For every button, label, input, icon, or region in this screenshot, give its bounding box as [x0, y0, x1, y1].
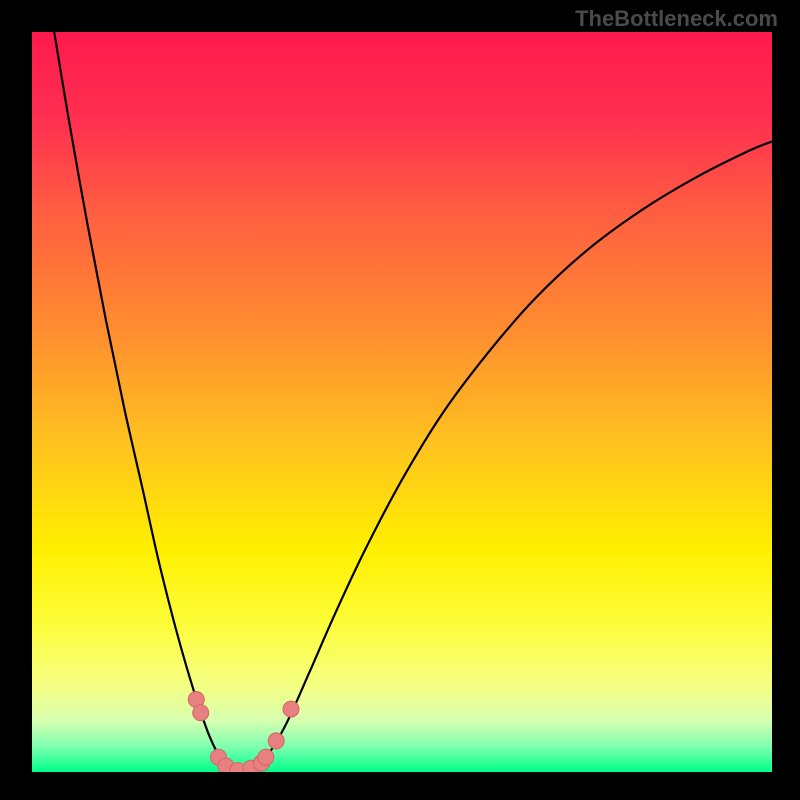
curve-layer — [32, 32, 772, 772]
watermark-text: TheBottleneck.com — [575, 6, 778, 32]
data-marker — [283, 701, 299, 717]
curve-right-branch — [239, 142, 772, 772]
data-marker — [193, 705, 209, 721]
curve-left-branch — [54, 32, 239, 772]
data-marker — [258, 749, 274, 765]
chart-container: TheBottleneck.com — [0, 0, 800, 800]
plot-area — [32, 32, 772, 772]
data-marker — [268, 733, 284, 749]
